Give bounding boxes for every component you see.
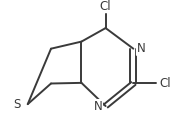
Text: S: S (13, 98, 21, 111)
Text: N: N (94, 100, 102, 113)
Text: Cl: Cl (160, 77, 171, 90)
Text: Cl: Cl (100, 0, 111, 13)
Text: N: N (137, 42, 145, 55)
